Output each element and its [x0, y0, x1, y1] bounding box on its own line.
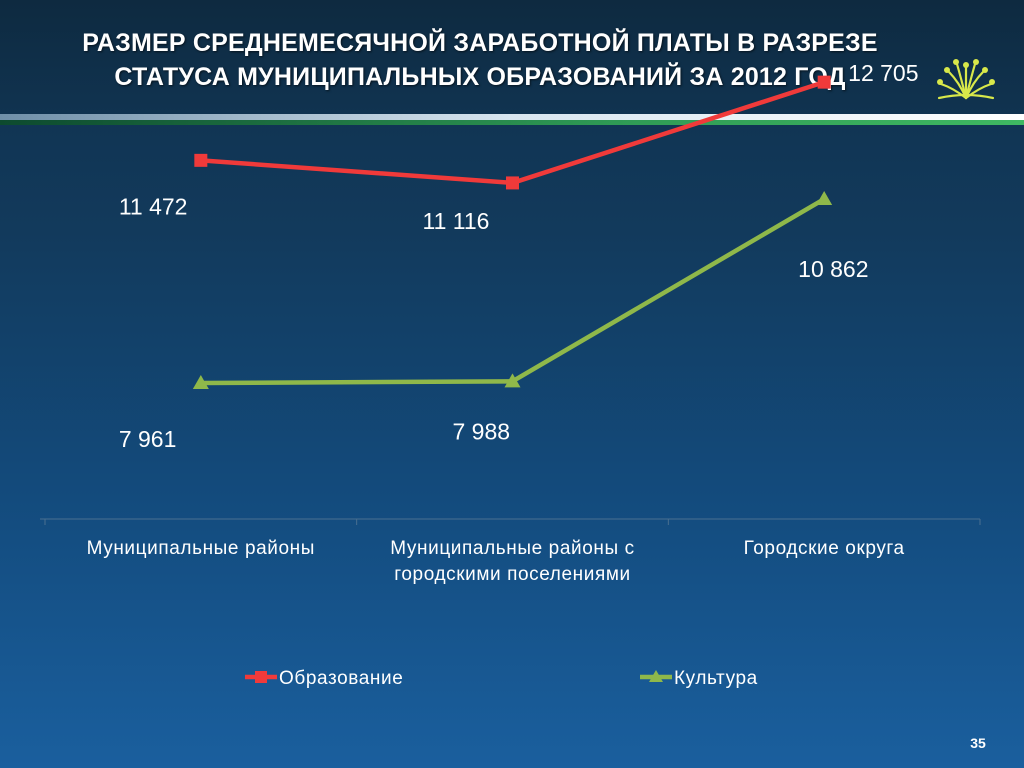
data-point-marker: [194, 153, 208, 167]
legend-label: Образование: [279, 668, 403, 689]
legend-marker: [649, 670, 663, 682]
legend-label: Культура: [674, 668, 758, 689]
slide-title-line-1: РАЗМЕР СРЕДНЕМЕСЯЧНОЙ ЗАРАБОТНОЙ ПЛАТЫ В…: [82, 29, 878, 57]
data-label: 12 705: [848, 60, 918, 86]
data-label: 7 961: [119, 426, 177, 452]
series-line-culture: [200, 197, 826, 386]
data-point-marker: [192, 375, 209, 390]
data-label: 7 988: [453, 418, 511, 444]
header-divider-green: [0, 120, 1024, 125]
header-divider-white: [0, 114, 1024, 120]
data-label: 10 862: [798, 256, 868, 282]
data-point-marker: [504, 373, 521, 388]
x-tick-label: Муниципальные районы: [87, 538, 315, 559]
data-label: 11 116: [423, 208, 490, 234]
kurai-flower-emblem-icon: [937, 59, 995, 100]
series-line-education: [200, 79, 825, 186]
data-point-marker: [816, 191, 833, 206]
slide-title: РАЗМЕР СРЕДНЕМЕСЯЧНОЙ ЗАРАБОТНОЙ ПЛАТЫ В…: [30, 26, 930, 94]
data-label: 11 472: [119, 193, 188, 219]
data-point-marker: [506, 176, 519, 190]
page-number: 35: [970, 735, 986, 751]
data-point-marker: [817, 75, 831, 89]
legend-marker: [255, 671, 267, 683]
x-tick-label: Городские округа: [744, 538, 905, 559]
x-tick-label: Муниципальные районы с городскими поселен…: [390, 538, 634, 585]
slide-title-line-2: СТАТУСА МУНИЦИПАЛЬНЫХ ОБРАЗОВАНИЙ ЗА 201…: [114, 63, 846, 91]
slide-header: [0, 0, 1024, 114]
